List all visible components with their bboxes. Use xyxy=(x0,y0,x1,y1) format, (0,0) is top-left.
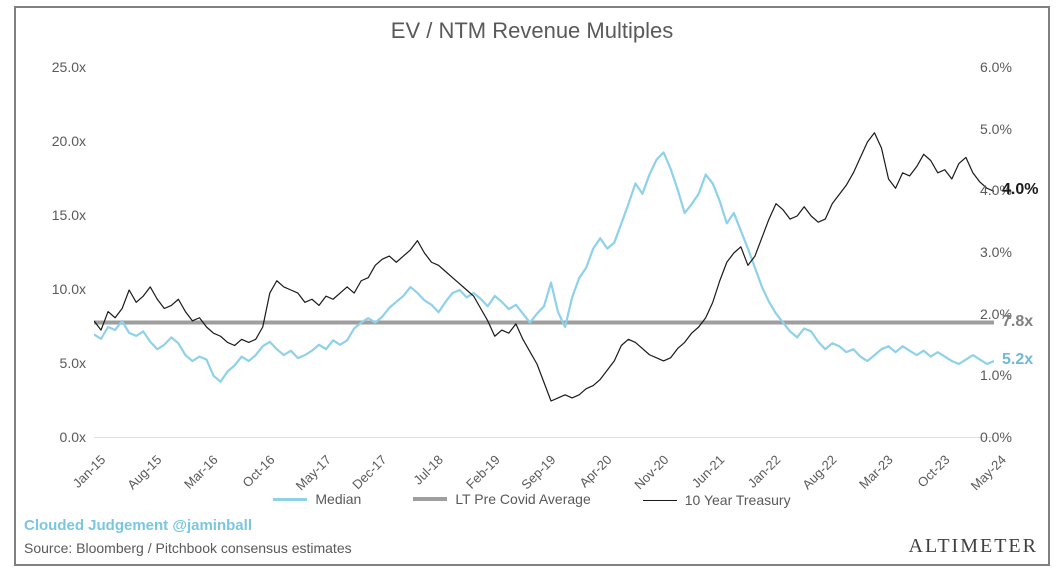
x-axis-label: Dec-17 xyxy=(350,452,390,492)
brand-logo: ALTIMETER xyxy=(909,535,1038,558)
chart-frame: EV / NTM Revenue Multiples 0.0x 5.0x 10.0x… xyxy=(14,6,1050,566)
series-Median xyxy=(94,152,994,381)
y-right-tick-label: 6.0% xyxy=(980,59,1030,75)
legend: Median LT Pre Covid Average 10 Year Treasu… xyxy=(16,488,1048,509)
y-left-tick-label: 25.0x xyxy=(36,59,86,75)
series-end-label: 5.2x xyxy=(1002,351,1033,369)
attribution-text: Clouded Judgement @jaminball xyxy=(24,517,252,534)
x-axis-label: Aug-22 xyxy=(800,452,840,492)
x-axis-label: Jan-15 xyxy=(70,452,109,491)
x-axis-label: Nov-20 xyxy=(631,452,671,492)
x-axis-label: Oct-16 xyxy=(239,452,277,490)
legend-item: 10 Year Treasury xyxy=(643,492,791,508)
y-right-tick-label: 1.0% xyxy=(980,367,1030,383)
legend-label: Median xyxy=(315,491,361,507)
chart-title: EV / NTM Revenue Multiples xyxy=(16,18,1048,44)
y-right-tick-label: 3.0% xyxy=(980,244,1030,260)
series-end-label: 4.0% xyxy=(1002,181,1038,199)
x-axis-label: Jul-18 xyxy=(410,452,446,488)
legend-label: LT Pre Covid Average xyxy=(455,491,590,507)
x-axis-label: Sep-19 xyxy=(518,452,558,492)
y-left-tick-label: 20.0x xyxy=(36,133,86,149)
x-axis-label: Mar-23 xyxy=(856,452,896,492)
x-axis-label: Jan-22 xyxy=(745,452,784,491)
series-end-label: 7.8x xyxy=(1002,313,1033,331)
y-left-tick-label: 10.0x xyxy=(36,281,86,297)
legend-swatch xyxy=(643,500,677,501)
y-right-tick-label: 0.0% xyxy=(980,429,1030,445)
series-10 Year Treasury xyxy=(94,133,994,401)
y-left-tick-label: 15.0x xyxy=(36,207,86,223)
legend-item: Median xyxy=(273,491,361,507)
y-left-tick-label: 5.0x xyxy=(36,355,86,371)
x-axis-label: Mar-16 xyxy=(181,452,221,492)
legend-swatch xyxy=(273,498,307,501)
x-axis-label: Feb-19 xyxy=(463,452,503,492)
y-left-tick-label: 0.0x xyxy=(36,429,86,445)
legend-label: 10 Year Treasury xyxy=(685,492,791,508)
legend-swatch xyxy=(413,497,447,501)
x-axis-label: Jun-21 xyxy=(689,452,728,491)
x-axis-label: Aug-15 xyxy=(125,452,165,492)
x-axis-label: Apr-20 xyxy=(577,452,615,490)
x-axis-label: Oct-23 xyxy=(914,452,952,490)
legend-item: LT Pre Covid Average xyxy=(413,491,590,507)
y-right-tick-label: 5.0% xyxy=(980,121,1030,137)
plot-area xyxy=(94,68,994,438)
source-text: Source: Bloomberg / Pitchbook consensus … xyxy=(24,540,352,556)
